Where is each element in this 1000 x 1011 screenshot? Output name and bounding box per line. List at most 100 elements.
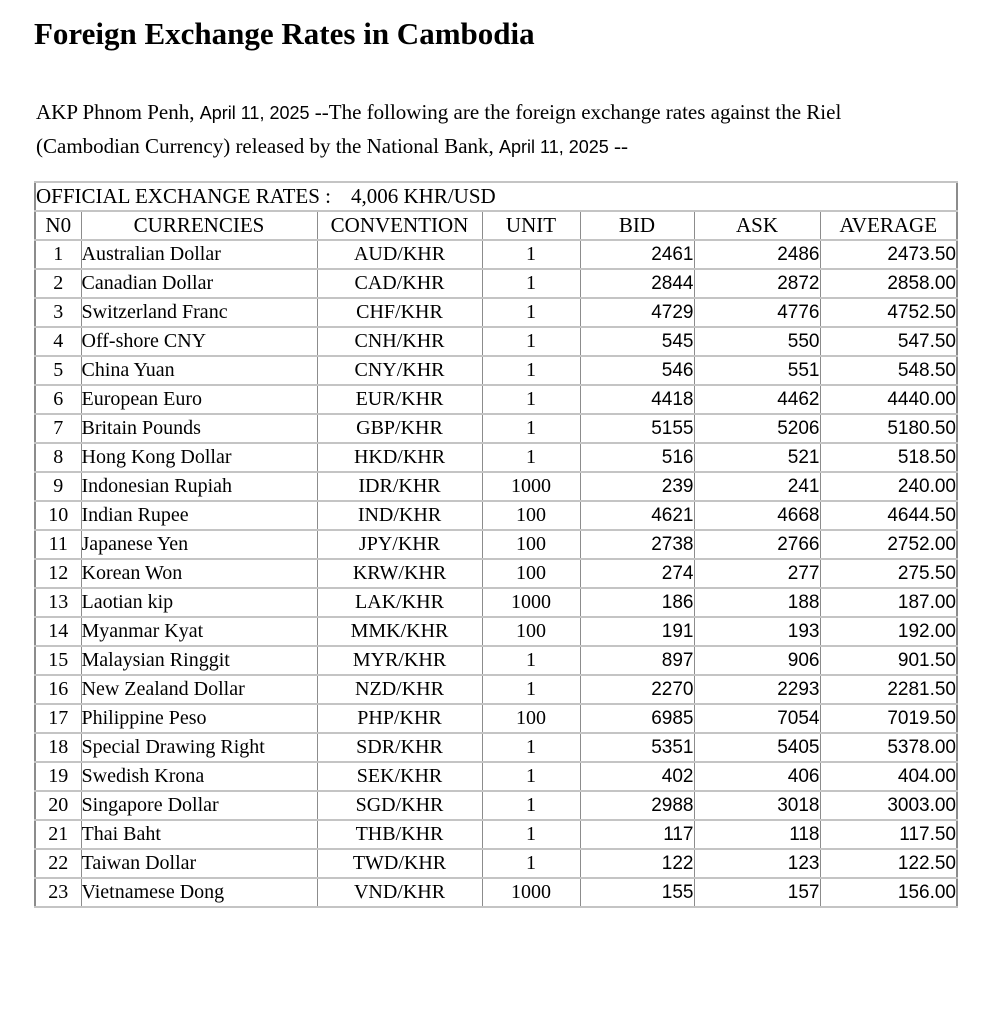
article-page: Foreign Exchange Rates in Cambodia AKP P… xyxy=(34,16,958,908)
row-number: 20 xyxy=(34,790,82,821)
convention-code: MMK/KHR xyxy=(316,616,483,647)
convention-code: GBP/KHR xyxy=(316,413,483,444)
rate-row: 20 Singapore Dollar SGD/KHR 1 2988 3018 3003.0… xyxy=(34,790,958,821)
bid-value: 546 xyxy=(579,355,695,386)
rate-row: 13 Laotian kip LAK/KHR 1000 186 188 187.00 xyxy=(34,587,958,618)
average-value: 240.00 xyxy=(819,471,958,502)
convention-code: MYR/KHR xyxy=(316,645,483,676)
rate-row: 3 Switzerland Franc CHF/KHR 1 4729 4776 4752.5… xyxy=(34,297,958,328)
currency-name: Taiwan Dollar xyxy=(80,848,318,879)
ask-value: 550 xyxy=(693,326,821,357)
ask-value: 241 xyxy=(693,471,821,502)
row-number: 12 xyxy=(34,558,82,589)
average-value: 156.00 xyxy=(819,877,958,908)
convention-code: TWD/KHR xyxy=(316,848,483,879)
ask-value: 5405 xyxy=(693,732,821,763)
ask-value: 2486 xyxy=(693,239,821,270)
currency-name: China Yuan xyxy=(80,355,318,386)
average-value: 404.00 xyxy=(819,761,958,792)
currency-name: Special Drawing Right xyxy=(80,732,318,763)
ask-value: 157 xyxy=(693,877,821,908)
rate-row: 9 Indonesian Rupiah IDR/KHR 1000 239 241 240.0… xyxy=(34,471,958,502)
rate-row: 16 New Zealand Dollar NZD/KHR 1 2270 2293 2281… xyxy=(34,674,958,705)
bid-value: 545 xyxy=(579,326,695,357)
convention-code: AUD/KHR xyxy=(316,239,483,270)
average-value: 192.00 xyxy=(819,616,958,647)
intro-line1-lead: AKP Phnom Penh, xyxy=(36,100,200,124)
intro-line1-date: April 11, 2025 xyxy=(199,103,310,123)
unit-value: 1 xyxy=(481,790,581,821)
exchange-rates-table: OFFICIAL EXCHANGE RATES : 4,006 KHR/USD N… xyxy=(34,181,958,908)
convention-code: CNY/KHR xyxy=(316,355,483,386)
unit-value: 1 xyxy=(481,819,581,850)
bid-value: 186 xyxy=(579,587,695,618)
currency-name: Korean Won xyxy=(80,558,318,589)
row-number: 7 xyxy=(34,413,82,444)
row-number: 23 xyxy=(34,877,82,908)
bid-value: 239 xyxy=(579,471,695,502)
ask-value: 5206 xyxy=(693,413,821,444)
rate-row: 21 Thai Baht THB/KHR 1 117 118 117.50 xyxy=(34,819,958,850)
official-rate-cell: OFFICIAL EXCHANGE RATES : 4,006 KHR/USD xyxy=(34,181,958,212)
column-header-n0: N0 xyxy=(34,210,82,241)
ask-value: 4668 xyxy=(693,500,821,531)
unit-value: 100 xyxy=(481,500,581,531)
row-number: 2 xyxy=(34,268,82,299)
bid-value: 2738 xyxy=(579,529,695,560)
intro-paragraph: AKP Phnom Penh, April 11, 2025 --The fol… xyxy=(36,96,956,164)
row-number: 8 xyxy=(34,442,82,473)
currency-name: Swedish Krona xyxy=(80,761,318,792)
average-value: 275.50 xyxy=(819,558,958,589)
ask-value: 188 xyxy=(693,587,821,618)
bid-value: 2844 xyxy=(579,268,695,299)
convention-code: IDR/KHR xyxy=(316,471,483,502)
column-header-convention: CONVENTION xyxy=(316,210,483,241)
bid-value: 4418 xyxy=(579,384,695,415)
ask-value: 277 xyxy=(693,558,821,589)
average-value: 2858.00 xyxy=(819,268,958,299)
unit-value: 1 xyxy=(481,761,581,792)
currency-name: Indonesian Rupiah xyxy=(80,471,318,502)
row-number: 3 xyxy=(34,297,82,328)
average-value: 187.00 xyxy=(819,587,958,618)
rate-row: 14 Myanmar Kyat MMK/KHR 100 191 193 192.00 xyxy=(34,616,958,647)
convention-code: CAD/KHR xyxy=(316,268,483,299)
intro-line2-rest: -- xyxy=(608,134,629,158)
rate-row: 2 Canadian Dollar CAD/KHR 1 2844 2872 2858.00 xyxy=(34,268,958,299)
unit-value: 100 xyxy=(481,529,581,560)
average-value: 901.50 xyxy=(819,645,958,676)
unit-value: 1000 xyxy=(481,587,581,618)
currency-name: Myanmar Kyat xyxy=(80,616,318,647)
currency-name: Japanese Yen xyxy=(80,529,318,560)
unit-value: 100 xyxy=(481,703,581,734)
currency-name: Indian Rupee xyxy=(80,500,318,531)
bid-value: 155 xyxy=(579,877,695,908)
bid-value: 402 xyxy=(579,761,695,792)
convention-code: PHP/KHR xyxy=(316,703,483,734)
bid-value: 117 xyxy=(579,819,695,850)
ask-value: 118 xyxy=(693,819,821,850)
rate-row: 11 Japanese Yen JPY/KHR 100 2738 2766 2752.00 xyxy=(34,529,958,560)
row-number: 14 xyxy=(34,616,82,647)
convention-code: SGD/KHR xyxy=(316,790,483,821)
average-value: 4644.50 xyxy=(819,500,958,531)
row-number: 5 xyxy=(34,355,82,386)
unit-value: 1 xyxy=(481,297,581,328)
ask-value: 2293 xyxy=(693,674,821,705)
bid-value: 4729 xyxy=(579,297,695,328)
ask-value: 3018 xyxy=(693,790,821,821)
unit-value: 1 xyxy=(481,413,581,444)
ask-value: 4462 xyxy=(693,384,821,415)
convention-code: EUR/KHR xyxy=(316,384,483,415)
bid-value: 5351 xyxy=(579,732,695,763)
bid-value: 2988 xyxy=(579,790,695,821)
row-number: 21 xyxy=(34,819,82,850)
average-value: 518.50 xyxy=(819,442,958,473)
average-value: 2281.50 xyxy=(819,674,958,705)
currency-name: European Euro xyxy=(80,384,318,415)
row-number: 18 xyxy=(34,732,82,763)
row-number: 16 xyxy=(34,674,82,705)
rate-row: 17 Philippine Peso PHP/KHR 100 6985 7054 7019.… xyxy=(34,703,958,734)
intro-line2-lead: (Cambodian Currency) released by the Nat… xyxy=(36,134,500,158)
row-number: 19 xyxy=(34,761,82,792)
